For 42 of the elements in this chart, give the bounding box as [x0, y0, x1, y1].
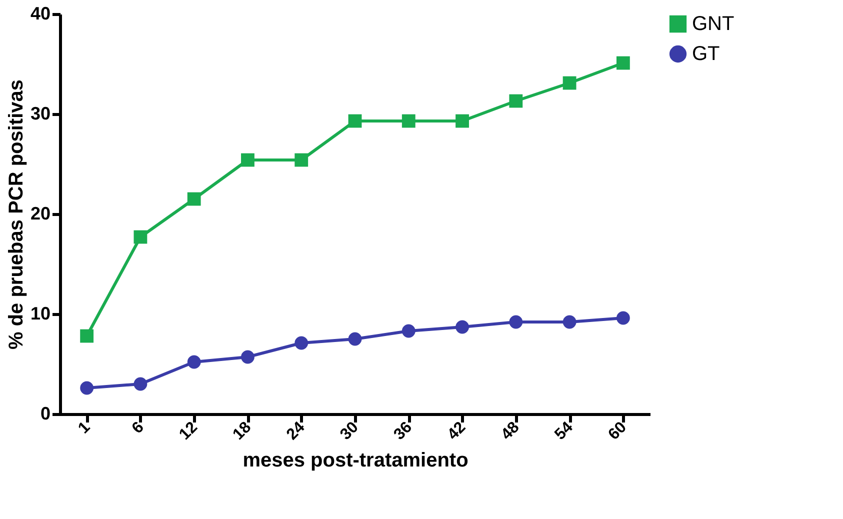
point: [402, 324, 416, 338]
point: [187, 355, 201, 369]
legend-label: GT: [692, 43, 720, 65]
point: [294, 153, 308, 167]
point: [456, 114, 469, 128]
point: [509, 94, 523, 108]
y-axis-title: % de pruebas PCR positivas: [5, 79, 28, 350]
x-tick-label: 30: [337, 418, 362, 444]
point: [80, 329, 94, 343]
point: [80, 381, 94, 395]
x-tick-label: 60: [605, 418, 630, 444]
point: [294, 336, 308, 350]
x-tick-label: 12: [176, 418, 202, 444]
point: [456, 320, 469, 334]
point: [616, 311, 630, 325]
y-tick-label: 40: [30, 4, 50, 24]
x-tick-label: 42: [444, 418, 470, 444]
x-tick-label: 1: [75, 418, 94, 438]
point: [348, 114, 362, 128]
point: [241, 153, 254, 167]
point: [562, 76, 576, 90]
y-tick-label: 10: [30, 304, 50, 324]
point: [241, 350, 254, 364]
point: [134, 377, 148, 391]
y-tick-label: 0: [40, 404, 50, 424]
x-tick-label: 48: [498, 418, 523, 444]
x-tick-label: 18: [230, 418, 255, 444]
legend-label: GNT: [692, 13, 734, 35]
point: [509, 315, 523, 329]
y-tick-label: 20: [30, 204, 50, 224]
point: [402, 114, 416, 128]
x-tick-label: 6: [129, 418, 148, 438]
x-tick-label: 36: [390, 418, 416, 444]
point: [562, 315, 576, 329]
y-tick-label: 30: [30, 104, 50, 124]
point: [134, 230, 148, 244]
x-tick-label: 54: [552, 418, 576, 444]
x-tick-label: 24: [284, 418, 308, 444]
point: [348, 332, 362, 346]
point: [187, 192, 201, 206]
x-axis-title: meses post-tratamiento: [242, 450, 468, 472]
point: [616, 56, 630, 70]
